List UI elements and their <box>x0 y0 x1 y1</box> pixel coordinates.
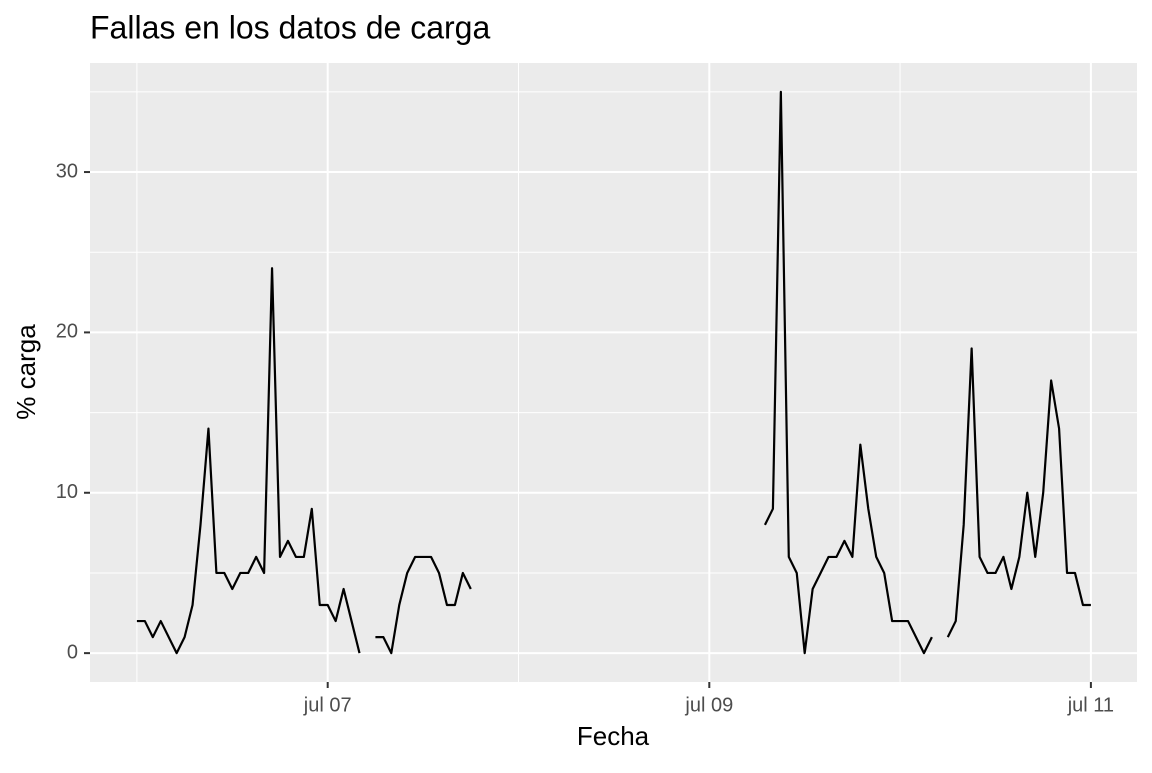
chart-title: Fallas en los datos de carga <box>90 9 490 45</box>
x-tick-label: jul 07 <box>303 694 352 716</box>
y-tick-label: 10 <box>56 481 78 503</box>
y-tick-label: 30 <box>56 160 78 182</box>
x-tick-label: jul 11 <box>1067 694 1114 716</box>
y-tick-label: 0 <box>67 641 78 663</box>
x-axis-label: Fecha <box>577 721 650 751</box>
panel <box>90 63 1137 682</box>
data-line <box>136 90 1091 655</box>
x-tick-label: jul 09 <box>684 694 733 716</box>
grid: 0 10 20 30 jul 07 jul 09 jul 11 <box>56 63 1137 716</box>
y-axis-label: % carga <box>11 324 41 420</box>
y-tick-label: 20 <box>56 321 78 343</box>
marks <box>136 90 1091 655</box>
